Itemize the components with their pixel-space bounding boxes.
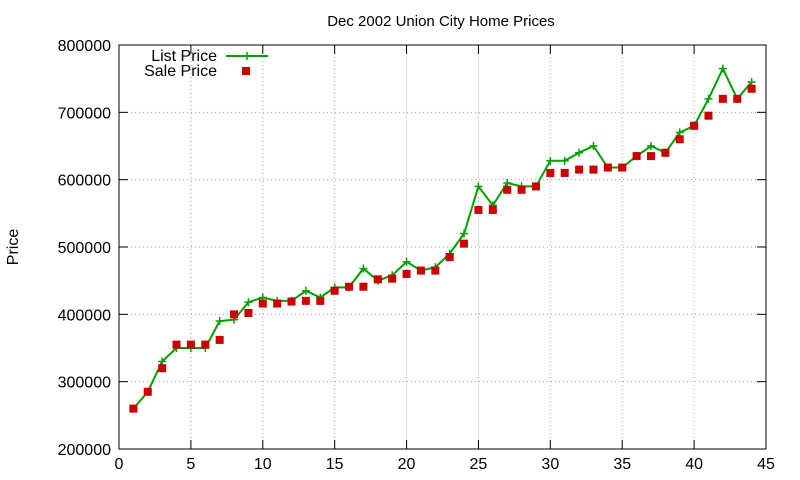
point-sale-price bbox=[388, 274, 397, 283]
point-list-price bbox=[546, 156, 555, 165]
x-tick-label: 40 bbox=[685, 456, 703, 473]
point-list-price bbox=[503, 179, 512, 188]
x-tick-label: 10 bbox=[254, 456, 272, 473]
point-list-price bbox=[718, 64, 727, 73]
y-axis-label: Price bbox=[5, 229, 22, 266]
point-sale-price bbox=[287, 297, 296, 306]
point-list-price bbox=[560, 156, 569, 165]
axis-ticks: 0 5 10 15 20 25 30 35 40 45 200000 300000 400000 5000… bbox=[58, 38, 775, 473]
point-sale-price bbox=[431, 266, 440, 275]
point-sale-price bbox=[589, 165, 598, 174]
point-list-price bbox=[474, 182, 483, 191]
point-sale-price bbox=[316, 296, 325, 305]
point-sale-price bbox=[373, 275, 382, 284]
point-sale-price bbox=[560, 168, 569, 177]
point-list-price bbox=[158, 357, 167, 366]
point-list-price bbox=[359, 264, 368, 273]
point-sale-price bbox=[675, 135, 684, 144]
point-sale-price bbox=[201, 340, 210, 349]
legend-marker-list-price bbox=[243, 52, 251, 60]
point-sale-price bbox=[618, 163, 627, 172]
legend: List Price Sale Price bbox=[144, 48, 268, 80]
point-list-price bbox=[646, 142, 655, 150]
point-sale-price bbox=[661, 148, 670, 157]
x-tick-label: 35 bbox=[613, 456, 631, 473]
y-tick-label: 200000 bbox=[58, 442, 111, 459]
point-sale-price bbox=[517, 185, 526, 194]
legend-marker-sale-price bbox=[242, 67, 250, 75]
plot-frame bbox=[118, 44, 767, 450]
point-list-price bbox=[244, 298, 253, 307]
chart-title: Dec 2002 Union City Home Prices bbox=[327, 13, 555, 30]
x-tick-label: 0 bbox=[115, 456, 124, 473]
point-sale-price bbox=[690, 121, 699, 130]
point-sale-price bbox=[474, 205, 483, 214]
point-list-price bbox=[460, 229, 469, 238]
point-sale-price bbox=[416, 266, 425, 275]
y-tick-label: 800000 bbox=[58, 38, 111, 55]
x-tick-label: 45 bbox=[757, 456, 775, 473]
x-tick-label: 20 bbox=[398, 456, 416, 473]
point-sale-price bbox=[359, 282, 368, 291]
point-sale-price bbox=[301, 296, 310, 305]
y-tick-label: 700000 bbox=[58, 105, 111, 122]
point-sale-price bbox=[632, 152, 641, 161]
point-sale-price bbox=[230, 310, 239, 319]
point-list-price bbox=[675, 128, 684, 137]
point-sale-price bbox=[531, 182, 540, 191]
point-list-price bbox=[215, 317, 224, 326]
point-sale-price bbox=[172, 340, 181, 349]
point-sale-price bbox=[460, 239, 469, 248]
point-sale-price bbox=[143, 387, 152, 396]
point-sale-price bbox=[718, 94, 727, 103]
point-sale-price bbox=[215, 335, 224, 344]
point-sale-price bbox=[575, 165, 584, 174]
point-sale-price bbox=[503, 185, 512, 194]
point-sale-price bbox=[244, 308, 253, 317]
y-tick-label: 300000 bbox=[58, 375, 111, 392]
point-sale-price bbox=[345, 282, 354, 291]
point-sale-price bbox=[704, 111, 713, 120]
point-list-price bbox=[747, 78, 756, 87]
x-tick-label: 25 bbox=[470, 456, 488, 473]
point-sale-price bbox=[488, 205, 497, 214]
point-sale-price bbox=[273, 299, 282, 308]
point-list-price bbox=[704, 94, 713, 103]
point-list-price bbox=[301, 286, 310, 295]
point-sale-price bbox=[258, 299, 267, 308]
point-sale-price bbox=[445, 253, 454, 262]
point-sale-price bbox=[646, 152, 655, 161]
point-sale-price bbox=[330, 286, 339, 295]
point-list-price bbox=[589, 142, 598, 150]
point-sale-price bbox=[158, 364, 167, 373]
point-list-price bbox=[575, 148, 584, 157]
legend-label-list-price: List Price bbox=[151, 48, 217, 65]
point-sale-price bbox=[546, 168, 555, 177]
x-tick-label: 30 bbox=[541, 456, 559, 473]
series-line-list-price bbox=[132, 66, 753, 410]
point-sale-price bbox=[129, 404, 138, 413]
point-sale-price bbox=[733, 94, 742, 103]
x-tick-label: 5 bbox=[186, 456, 195, 473]
y-tick-label: 400000 bbox=[58, 307, 111, 324]
point-sale-price bbox=[402, 269, 411, 278]
grid bbox=[119, 45, 766, 449]
y-tick-label: 600000 bbox=[58, 173, 111, 190]
y-tick-label: 500000 bbox=[58, 240, 111, 257]
point-sale-price bbox=[747, 84, 756, 93]
point-sale-price bbox=[186, 340, 195, 349]
point-sale-price bbox=[603, 163, 612, 172]
x-tick-label: 15 bbox=[326, 456, 344, 473]
legend-label-sale-price: Sale Price bbox=[144, 63, 217, 80]
point-list-price bbox=[402, 257, 411, 266]
series-layer bbox=[129, 64, 756, 413]
